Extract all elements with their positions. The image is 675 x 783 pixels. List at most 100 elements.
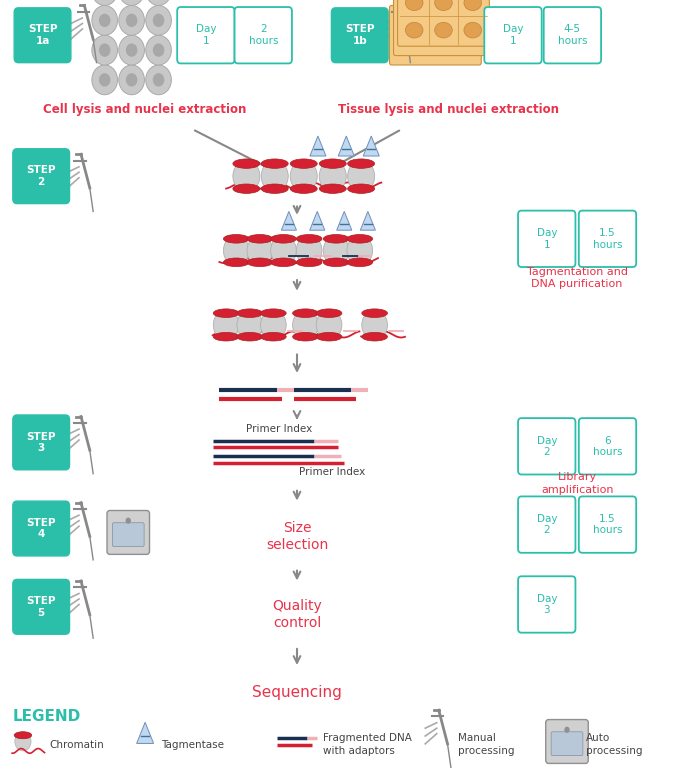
FancyBboxPatch shape [543,7,601,63]
Text: Library
amplification: Library amplification [541,472,614,496]
Circle shape [347,236,373,265]
Polygon shape [363,136,379,156]
Ellipse shape [293,332,319,341]
Ellipse shape [347,234,373,243]
Circle shape [146,35,171,65]
FancyBboxPatch shape [13,579,70,634]
Ellipse shape [317,332,342,341]
Circle shape [323,236,349,265]
Text: Primer Index: Primer Index [299,467,365,477]
Circle shape [233,161,260,192]
Text: 2
hours: 2 hours [248,24,278,46]
FancyBboxPatch shape [394,0,485,56]
FancyBboxPatch shape [578,211,636,267]
Ellipse shape [464,0,481,10]
FancyBboxPatch shape [13,415,70,470]
Ellipse shape [406,22,423,38]
Ellipse shape [362,332,387,341]
Circle shape [213,310,239,340]
Circle shape [99,13,111,27]
FancyBboxPatch shape [518,211,575,267]
Text: 1.5
hours: 1.5 hours [593,228,622,250]
FancyBboxPatch shape [398,0,489,46]
Ellipse shape [247,234,273,243]
Circle shape [223,236,249,265]
Ellipse shape [223,258,249,266]
Ellipse shape [261,184,288,193]
Text: Quality
control: Quality control [272,599,322,630]
Ellipse shape [233,184,260,193]
Text: Tagmentase: Tagmentase [161,740,223,749]
Circle shape [296,236,322,265]
Circle shape [293,310,319,340]
Circle shape [237,310,263,340]
Ellipse shape [347,258,373,266]
Text: STEP
5: STEP 5 [26,596,56,618]
Circle shape [261,310,286,340]
Ellipse shape [223,234,249,243]
Ellipse shape [293,309,319,318]
Ellipse shape [319,184,346,193]
Ellipse shape [317,309,342,318]
Circle shape [319,161,346,192]
Ellipse shape [237,309,263,318]
Circle shape [99,73,111,87]
Text: Day
1: Day 1 [196,24,216,46]
Ellipse shape [435,22,452,38]
Ellipse shape [435,0,452,10]
FancyBboxPatch shape [578,418,636,474]
Circle shape [126,518,131,524]
Ellipse shape [296,234,322,243]
Ellipse shape [261,309,286,318]
Ellipse shape [290,184,317,193]
FancyBboxPatch shape [235,7,292,63]
Ellipse shape [247,258,273,266]
Polygon shape [310,211,325,230]
Circle shape [119,5,144,35]
Ellipse shape [261,332,286,341]
FancyBboxPatch shape [545,720,588,763]
FancyBboxPatch shape [13,501,70,556]
Ellipse shape [296,258,322,266]
Polygon shape [338,136,354,156]
Circle shape [92,5,117,35]
Circle shape [15,732,31,751]
Circle shape [153,73,164,87]
Circle shape [92,0,117,5]
Ellipse shape [319,159,346,168]
FancyBboxPatch shape [14,8,71,63]
Text: 4-5
hours: 4-5 hours [558,24,587,46]
Ellipse shape [271,258,296,266]
Circle shape [146,65,171,95]
Text: Tissue lysis and nuclei extraction: Tissue lysis and nuclei extraction [338,103,560,116]
Circle shape [290,161,317,192]
Circle shape [153,43,164,57]
Polygon shape [310,136,326,156]
Text: Day
2: Day 2 [537,435,557,457]
FancyBboxPatch shape [13,149,70,204]
Ellipse shape [323,258,349,266]
Text: Manual
processing: Manual processing [458,734,514,756]
Polygon shape [281,211,296,230]
Circle shape [119,0,144,5]
Circle shape [126,73,138,87]
FancyBboxPatch shape [331,8,388,63]
Ellipse shape [271,234,296,243]
Polygon shape [337,211,352,230]
FancyBboxPatch shape [518,496,575,553]
Text: Day
1: Day 1 [503,24,523,46]
Text: Primer Index: Primer Index [246,424,313,434]
FancyBboxPatch shape [107,511,149,554]
Text: STEP
4: STEP 4 [26,518,56,539]
Circle shape [564,727,570,733]
Circle shape [146,5,171,35]
Circle shape [119,65,144,95]
Ellipse shape [348,184,375,193]
Text: Size
selection: Size selection [266,521,328,552]
Text: STEP
1b: STEP 1b [345,24,375,46]
FancyBboxPatch shape [484,7,541,63]
Circle shape [348,161,375,192]
Text: LEGEND: LEGEND [12,709,80,724]
Ellipse shape [362,309,387,318]
Polygon shape [136,722,154,744]
